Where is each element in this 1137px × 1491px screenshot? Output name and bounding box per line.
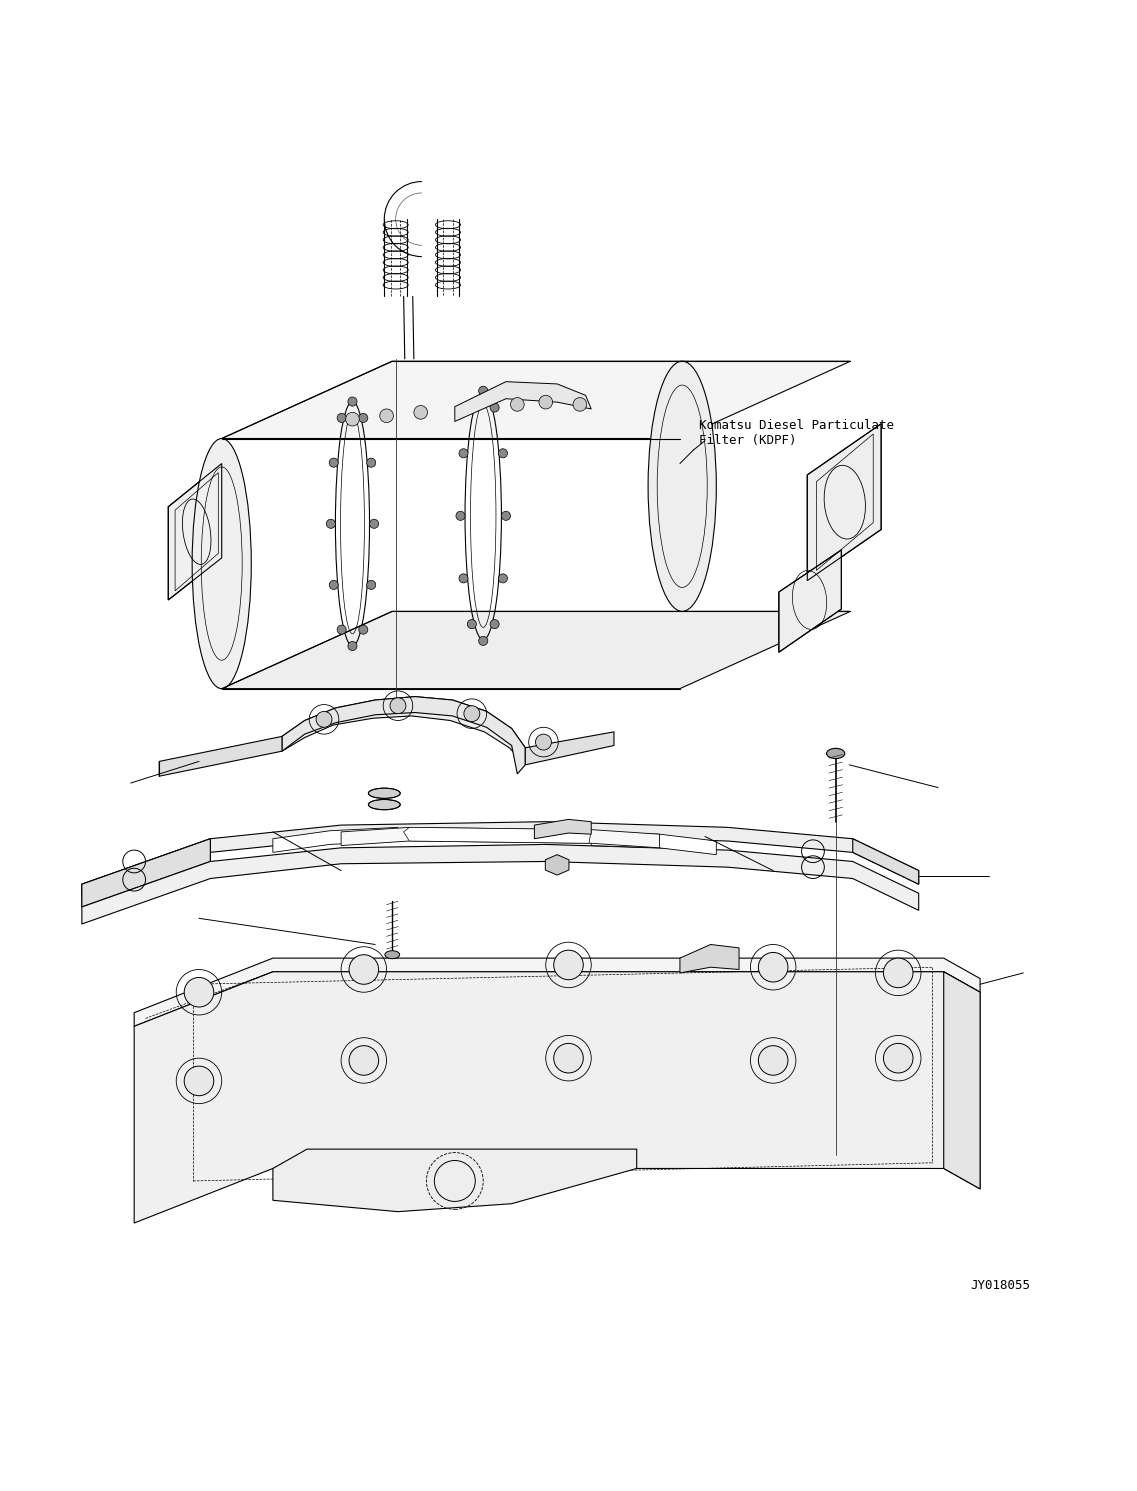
Circle shape [511,398,524,412]
Circle shape [346,413,359,426]
Polygon shape [534,820,591,839]
Circle shape [479,637,488,646]
Circle shape [380,409,393,422]
Circle shape [330,458,339,467]
Circle shape [184,1066,214,1096]
Circle shape [414,406,428,419]
Polygon shape [222,361,850,438]
Circle shape [501,511,511,520]
Circle shape [758,953,788,983]
Circle shape [479,386,488,395]
Circle shape [366,580,375,589]
Circle shape [467,620,476,629]
Ellipse shape [827,748,845,759]
Polygon shape [341,828,659,848]
Circle shape [464,705,480,722]
Polygon shape [159,737,282,777]
Circle shape [490,620,499,629]
Ellipse shape [368,799,400,810]
Ellipse shape [368,789,400,798]
Polygon shape [944,972,980,1188]
Polygon shape [546,854,568,875]
Polygon shape [591,832,716,854]
Polygon shape [82,844,919,924]
Circle shape [456,511,465,520]
Circle shape [490,403,499,412]
Circle shape [348,641,357,650]
Polygon shape [273,828,398,853]
Circle shape [554,950,583,980]
Polygon shape [168,464,222,599]
Circle shape [370,519,379,528]
Polygon shape [779,550,841,652]
Polygon shape [273,1150,637,1212]
Circle shape [467,403,476,412]
Circle shape [184,978,214,1006]
Circle shape [390,698,406,714]
Circle shape [316,711,332,728]
Circle shape [554,1044,583,1074]
Circle shape [366,458,375,467]
Polygon shape [455,382,591,422]
Circle shape [758,1045,788,1075]
Polygon shape [807,423,881,580]
Circle shape [330,580,339,589]
Polygon shape [82,822,919,898]
Polygon shape [282,696,525,765]
Circle shape [337,625,346,634]
Circle shape [539,395,553,409]
Polygon shape [82,839,210,907]
Circle shape [883,1044,913,1074]
Polygon shape [134,959,980,1026]
Polygon shape [282,696,525,774]
Circle shape [883,959,913,987]
Circle shape [349,1045,379,1075]
Polygon shape [404,828,591,844]
Ellipse shape [192,438,251,689]
Ellipse shape [384,951,399,959]
Polygon shape [525,732,614,765]
Circle shape [349,954,379,984]
Circle shape [358,625,368,634]
Polygon shape [853,839,919,884]
Ellipse shape [648,361,716,611]
Polygon shape [134,972,980,1223]
Circle shape [498,574,507,583]
Circle shape [337,413,346,422]
Circle shape [536,734,551,750]
Circle shape [358,413,368,422]
Circle shape [498,449,507,458]
Circle shape [459,574,468,583]
Polygon shape [222,611,850,689]
Text: Komatsu Diesel Particulate
Filter (KDPF): Komatsu Diesel Particulate Filter (KDPF) [699,419,895,447]
Circle shape [459,449,468,458]
Polygon shape [82,839,210,907]
Circle shape [326,519,335,528]
Text: JY018055: JY018055 [971,1279,1030,1293]
Circle shape [348,397,357,406]
Polygon shape [680,944,739,974]
Circle shape [573,398,587,412]
